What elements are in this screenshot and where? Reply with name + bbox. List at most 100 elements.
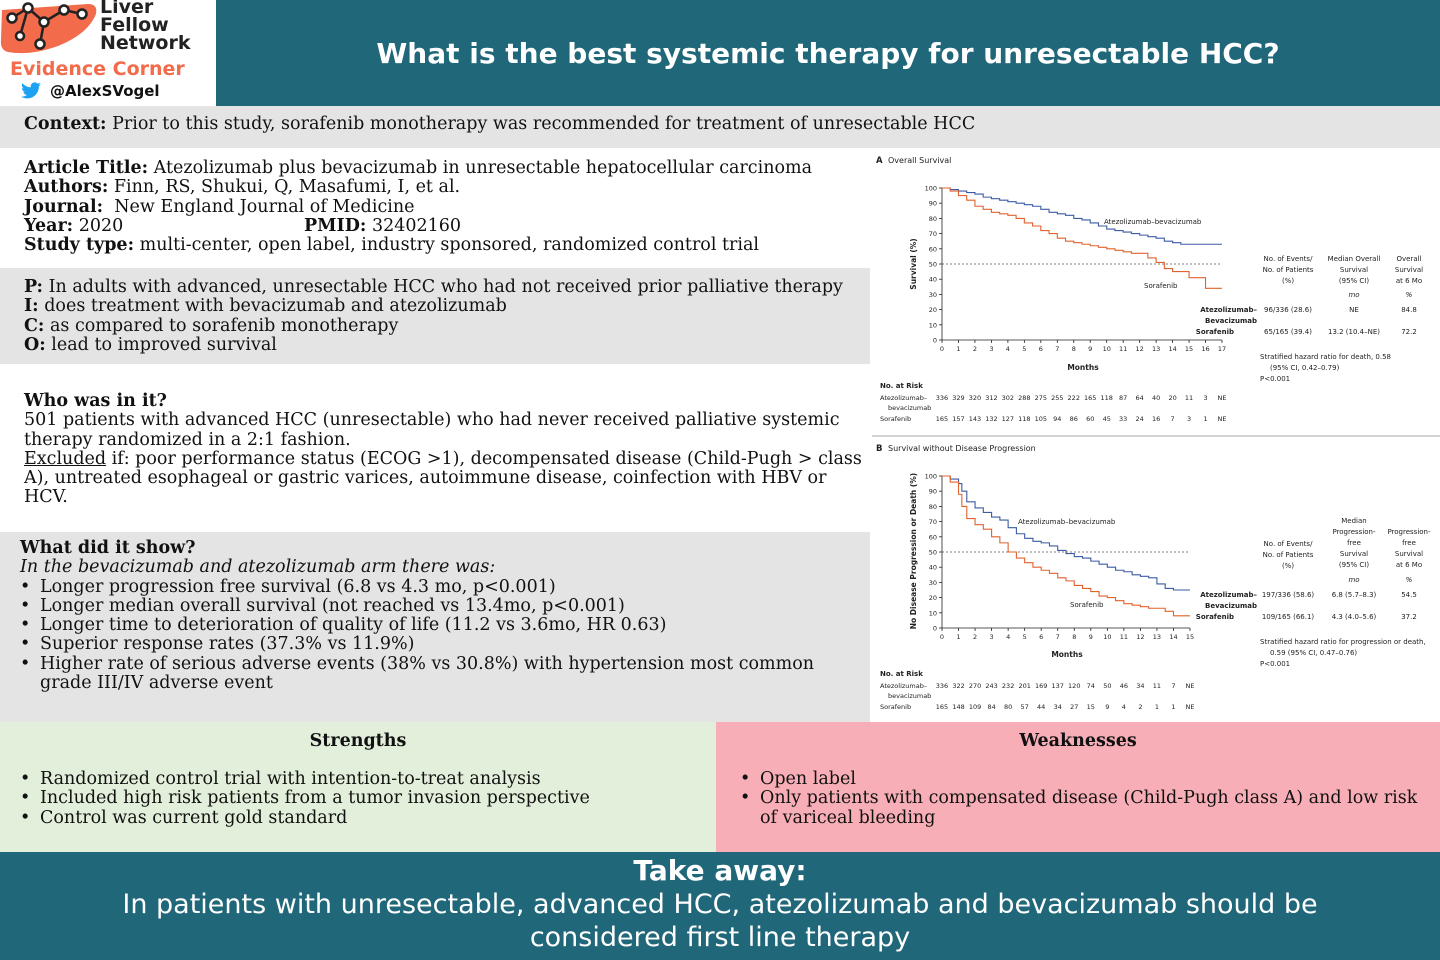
risk-count: 157	[952, 415, 964, 423]
panel-b-title: Survival without Disease Progression	[888, 444, 1036, 453]
y-tick-label: 50	[929, 261, 937, 269]
panel-b-letter: B	[876, 444, 882, 454]
takeaway-line1: In patients with unresectable, advanced …	[122, 889, 1318, 920]
risk-count: 33	[1119, 415, 1127, 423]
context-text: Prior to this study, sorafenib monothera…	[112, 114, 976, 134]
x-tick-label: 11	[1120, 633, 1128, 641]
risk-count: 84	[987, 703, 995, 711]
risk-count: 2	[1138, 703, 1142, 711]
y-tick-label: 20	[929, 594, 937, 602]
risk-count: 1	[1171, 703, 1175, 711]
x-tick-label: 0	[940, 345, 944, 353]
a-risk-sora-label: Sorafenib	[880, 415, 911, 423]
pico-p-text: In adults with advanced, unresectable HC…	[48, 277, 843, 297]
risk-count: 201	[1018, 682, 1030, 690]
weaknesses-heading: Weaknesses	[1019, 731, 1137, 751]
b-hazard-ratio-1: Stratified hazard ratio for progression …	[1260, 638, 1426, 646]
b-col-6mo-h2: free	[1402, 539, 1416, 547]
result-item: Higher rate of serious adverse events (3…	[20, 654, 865, 694]
panel-b-table: No. of Events/ No. of Patients (%) Media…	[1196, 517, 1431, 668]
risk-count: 60	[1086, 415, 1094, 423]
risk-count: 34	[1136, 682, 1144, 690]
km-curve-atezolizumab-bevacizumab	[942, 187, 1222, 245]
study-type-row: Study type: multi-center, open label, in…	[24, 236, 864, 255]
panel-a-sora-label: Sorafenib	[1144, 282, 1178, 290]
b-col-6mo-h4: at 6 Mo	[1396, 561, 1422, 569]
b-row-atezo-2: Bevacizumab	[1205, 602, 1257, 610]
exclusion-line1: Excluded if: poor performance status (EC…	[24, 449, 864, 469]
takeaway-line2: considered first line therapy	[529, 922, 911, 953]
risk-count: 320	[969, 394, 981, 402]
b-p-value: P<0.001	[1260, 660, 1290, 668]
panel-a-ylabel: Survival (%)	[909, 238, 918, 289]
a-sora-median: 13.2 (10.4–NE)	[1328, 328, 1380, 336]
risk-count: 143	[969, 415, 981, 423]
results-block: What did it show? In the bevacizumab and…	[20, 538, 865, 694]
risk-count: NE	[1186, 703, 1195, 711]
a-col-median-h2: Survival	[1340, 266, 1368, 274]
risk-count: 57	[1021, 703, 1029, 711]
article-title-row: Article Title: Atezolizumab plus bevaciz…	[24, 158, 864, 178]
y-tick-label: 100	[925, 473, 937, 481]
x-tick-label: 7	[1055, 345, 1059, 353]
risk-count: 80	[1004, 703, 1012, 711]
year-value: 2020	[78, 215, 124, 236]
x-tick-label: 8	[1072, 345, 1076, 353]
a-col-events-h1: No. of Events/	[1264, 255, 1314, 263]
risk-count: 148	[952, 703, 964, 711]
pico-band: P: In adults with advanced, unresectable…	[0, 268, 870, 364]
weakness-item: Only patients with compensated disease (…	[740, 788, 1440, 828]
panel-b-ylabel: No Disease Progression or Death (%)	[909, 473, 918, 629]
b-row-sora: Sorafenib	[1196, 613, 1234, 621]
x-tick-label: 1	[956, 345, 960, 353]
twitter-handle[interactable]: @AlexSVogel	[50, 82, 160, 100]
takeaway-heading: Take away:	[633, 854, 807, 887]
journal-label: Journal:	[24, 196, 104, 217]
strengths-heading: Strengths	[309, 731, 407, 751]
strengths-list: Randomized control trial with intention-…	[20, 769, 720, 828]
risk-count: 16	[1152, 415, 1160, 423]
a-hazard-ratio-1: Stratified hazard ratio for death, 0.58	[1260, 353, 1391, 361]
risk-count: 222	[1068, 394, 1080, 402]
risk-count: 74	[1087, 682, 1095, 690]
pmid-label: PMID:	[304, 215, 367, 236]
risk-count: 118	[1018, 415, 1030, 423]
b-col-6mo-h3: Survival	[1395, 550, 1423, 558]
results-band: What did it show? In the bevacizumab and…	[0, 532, 870, 722]
risk-count: 302	[1002, 394, 1014, 402]
y-tick-label: 60	[929, 533, 937, 541]
weakness-item-2-text: Only patients with compensated disease (…	[760, 788, 1418, 809]
x-tick-label: 4	[1006, 345, 1010, 353]
b-col-6mo-unit: %	[1406, 576, 1413, 584]
strengths-box: Strengths Randomized control trial with …	[0, 722, 716, 852]
b-risk-atezo-label-2: bevacizumab	[888, 692, 931, 700]
risk-count: 336	[936, 682, 948, 690]
brand-line-liver: Liver	[100, 0, 154, 18]
article-title: Atezolizumab plus bevacizumab in unresec…	[153, 158, 813, 178]
y-tick-label: 90	[929, 488, 937, 496]
risk-count: 312	[985, 394, 997, 402]
twitter-bird-icon	[21, 82, 41, 99]
x-tick-label: 15	[1185, 345, 1193, 353]
pico-block: P: In adults with advanced, unresectable…	[24, 277, 864, 355]
weaknesses-box: Weaknesses Open label Only patients with…	[716, 722, 1440, 852]
a-risk-label: No. at Risk	[880, 382, 923, 390]
x-tick-label: 16	[1201, 345, 1209, 353]
panel-a-letter: A	[876, 156, 883, 166]
x-tick-label: 13	[1152, 345, 1160, 353]
x-tick-label: 12	[1136, 633, 1144, 641]
b-col-events-h1: No. of Events/	[1264, 540, 1314, 548]
x-tick-label: 8	[1072, 633, 1076, 641]
a-row-atezo-1: Atezolizumab–	[1200, 306, 1257, 314]
risk-count: 64	[1136, 394, 1144, 402]
risk-count: 322	[952, 682, 964, 690]
y-tick-label: 30	[929, 291, 937, 299]
panel-b-xlabel: Months	[1051, 650, 1083, 659]
pmid-value[interactable]: 32402160	[371, 215, 462, 236]
panel-a-atezo-label: Atezolizumab–bevacizumab	[1104, 218, 1202, 226]
article-info-band: Article Title: Atezolizumab plus bevaciz…	[0, 150, 870, 268]
risk-count: 1	[1155, 703, 1159, 711]
risk-count: 243	[985, 682, 997, 690]
a-col-events-h3: (%)	[1282, 277, 1294, 285]
